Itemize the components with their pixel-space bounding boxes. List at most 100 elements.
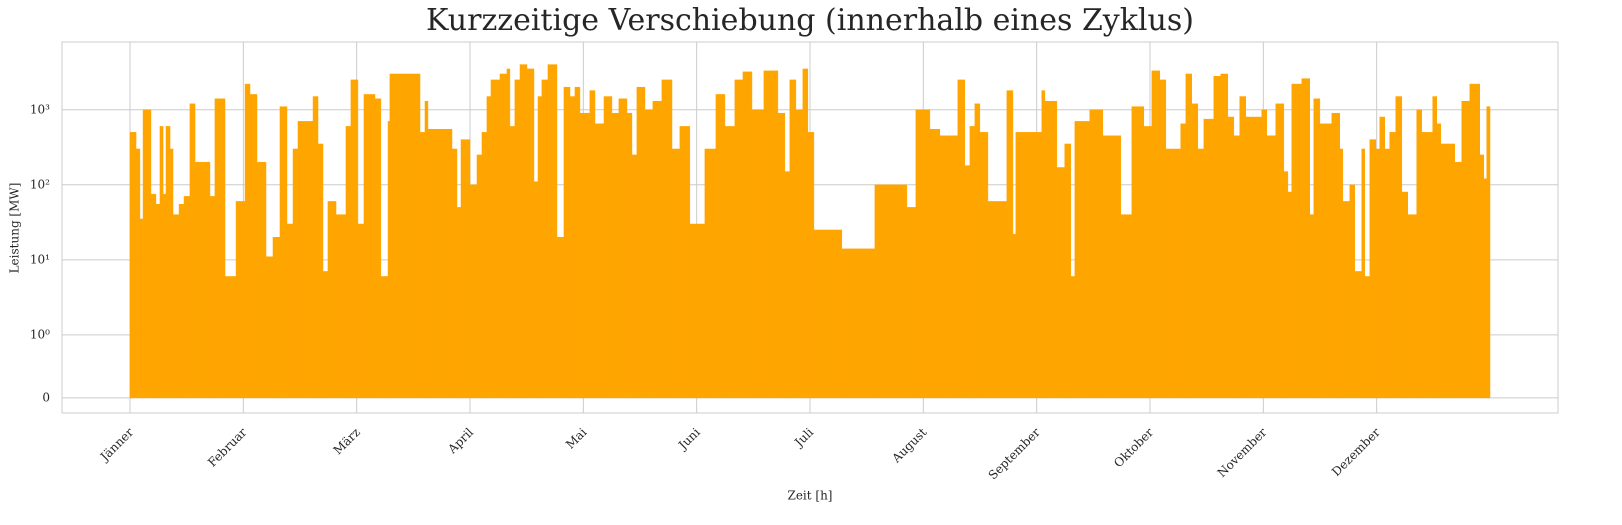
bar (1364, 276, 1371, 399)
bar (1012, 233, 1017, 399)
bar (249, 94, 258, 399)
bar (135, 148, 141, 399)
bar (603, 96, 613, 399)
bar (939, 135, 959, 399)
bar (841, 248, 876, 399)
bar (451, 148, 458, 399)
bar (509, 126, 516, 399)
bar (481, 132, 488, 399)
bar (964, 165, 971, 399)
y-tick-label: 0 (42, 390, 50, 404)
bar (244, 83, 251, 399)
bar (784, 171, 791, 399)
bar (751, 109, 765, 399)
bar (789, 79, 797, 399)
bar (374, 98, 382, 399)
bar (1436, 123, 1442, 399)
bar (1384, 148, 1390, 399)
bar (224, 276, 237, 399)
bar (159, 126, 164, 399)
bar (427, 128, 453, 399)
bar (189, 103, 196, 399)
bar (139, 218, 144, 399)
bar (150, 193, 157, 399)
bar (162, 193, 167, 399)
bar (742, 71, 753, 399)
bar (618, 98, 628, 399)
bar (1006, 90, 1014, 399)
bar (689, 223, 706, 399)
bar (979, 132, 989, 399)
bar (974, 103, 981, 399)
bar (626, 112, 633, 399)
bar (1331, 112, 1340, 399)
bar (1483, 178, 1487, 399)
bar (469, 184, 478, 399)
bar (380, 276, 389, 399)
bar (704, 148, 717, 399)
bar (915, 109, 931, 399)
bar (661, 79, 673, 399)
bar (297, 121, 314, 399)
bar (611, 112, 620, 399)
bar (1342, 201, 1351, 399)
chart-title: Kurzzeitige Verschiebung (innerhalb eine… (426, 3, 1194, 38)
bar (795, 109, 804, 399)
bar (1291, 83, 1303, 399)
bar (1015, 132, 1043, 399)
bar (1239, 96, 1247, 399)
bar (533, 181, 539, 399)
bar (209, 196, 216, 399)
bar (357, 223, 365, 399)
bar (317, 143, 324, 399)
bar (265, 256, 274, 399)
bar (589, 90, 596, 399)
bar (1401, 191, 1408, 399)
bar (1379, 116, 1385, 399)
bar (1185, 73, 1193, 399)
bar (556, 236, 565, 399)
bar (569, 96, 576, 399)
bar (813, 229, 843, 399)
bar (579, 112, 591, 399)
bar (1151, 70, 1161, 399)
bar (874, 184, 908, 399)
bar (1301, 78, 1311, 399)
bar (1074, 121, 1091, 399)
bar (1339, 148, 1344, 399)
bar (486, 96, 492, 399)
bar (165, 126, 171, 399)
bar (335, 214, 347, 399)
y-tick-label: 10⁰ (30, 327, 50, 341)
bar (1361, 148, 1365, 399)
bar (763, 70, 779, 399)
bar (1064, 143, 1072, 399)
bar (1266, 135, 1277, 399)
bar (322, 271, 329, 399)
bars (129, 64, 1491, 399)
axes-frame (61, 41, 1559, 414)
bar (906, 207, 917, 399)
bar (1421, 132, 1433, 399)
bar (129, 132, 137, 399)
bar (456, 207, 462, 399)
bar (169, 148, 174, 399)
bar (1245, 116, 1263, 399)
bar (279, 106, 288, 399)
bar (514, 79, 521, 399)
bar (652, 100, 663, 399)
bar (1203, 118, 1215, 399)
bar (1309, 214, 1315, 399)
x-axis-label: Zeit [h] (787, 489, 832, 503)
bar (1313, 98, 1321, 399)
bar (499, 73, 508, 399)
bar (142, 109, 152, 399)
bar (636, 86, 646, 399)
bar (777, 112, 786, 399)
bar (1191, 103, 1199, 399)
y-axis-label: Leistung [MW] (8, 183, 22, 274)
bar (183, 196, 191, 399)
bar (1461, 100, 1471, 399)
bar (178, 204, 185, 399)
